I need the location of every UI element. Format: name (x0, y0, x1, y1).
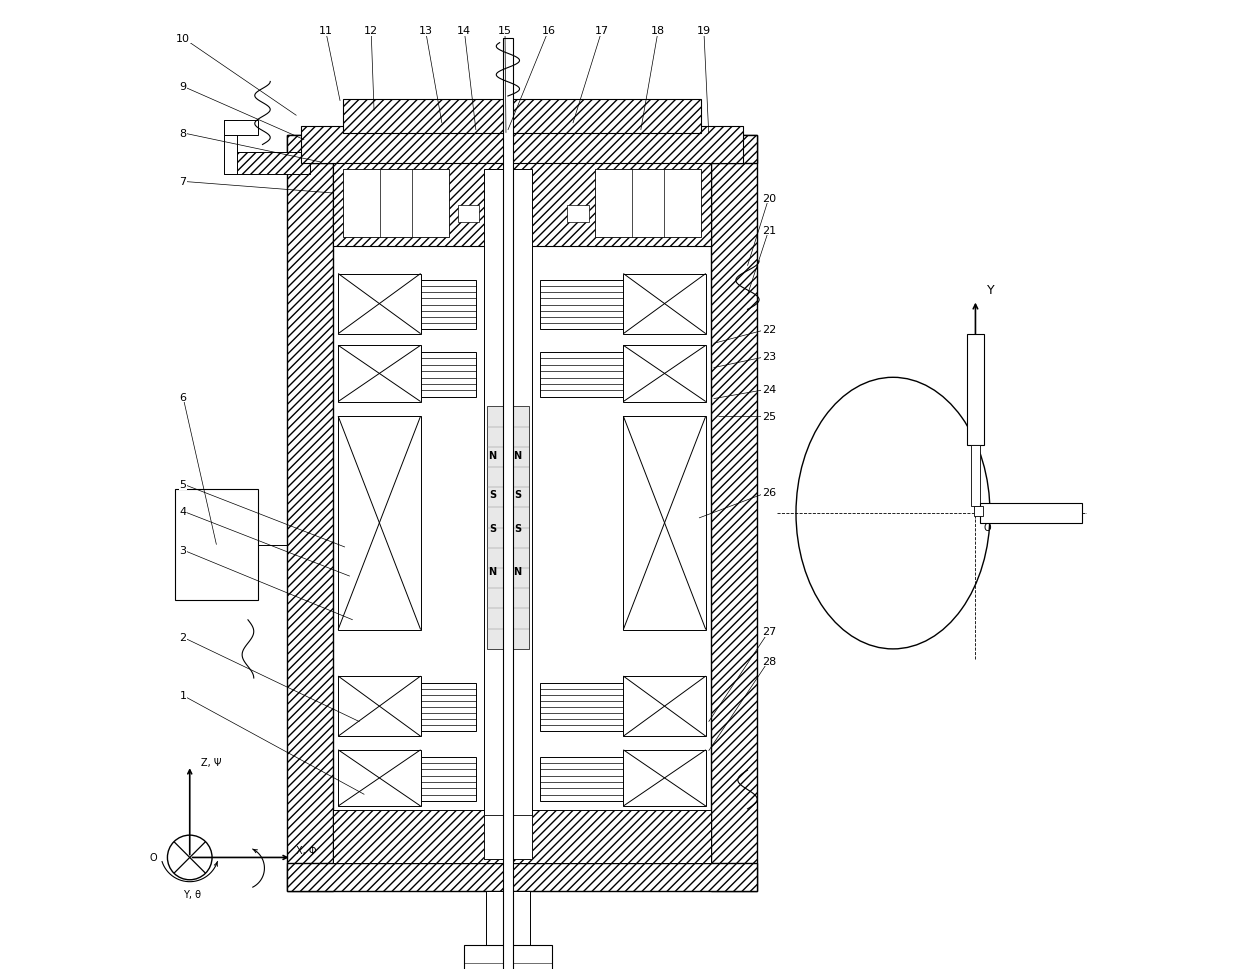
Bar (595, 170, 701, 237)
Bar (223, 121, 258, 136)
Bar (624, 750, 706, 806)
Text: 6: 6 (180, 392, 186, 402)
Text: O: O (983, 522, 991, 532)
Text: Y: Y (987, 284, 994, 297)
Text: 8: 8 (180, 129, 186, 139)
Bar (339, 274, 420, 334)
Text: 3: 3 (180, 546, 186, 555)
Bar (339, 417, 420, 630)
Text: 9: 9 (180, 82, 186, 92)
Text: 13: 13 (418, 26, 433, 36)
Bar (339, 346, 420, 402)
Bar (624, 417, 706, 630)
Bar (971, 446, 981, 507)
Bar (286, 136, 334, 891)
Bar (486, 891, 531, 945)
Text: 27: 27 (761, 627, 776, 637)
Bar (339, 676, 420, 736)
Text: S: S (515, 489, 521, 499)
Bar (301, 127, 743, 164)
Bar (539, 353, 624, 397)
Text: 22: 22 (761, 325, 776, 334)
Bar (484, 170, 532, 859)
Bar (503, 39, 513, 969)
Bar (967, 334, 985, 446)
Text: N: N (513, 451, 522, 460)
Text: X, Φ: X, Φ (296, 845, 317, 855)
Text: Y, θ: Y, θ (182, 890, 201, 899)
Text: S: S (515, 523, 521, 533)
Text: S: S (489, 489, 496, 499)
Text: 12: 12 (365, 26, 378, 36)
Bar (420, 281, 476, 329)
Bar (711, 136, 758, 891)
Text: 14: 14 (458, 26, 471, 36)
Bar (484, 815, 532, 859)
Bar (567, 205, 589, 223)
Bar (539, 281, 624, 329)
Text: 7: 7 (180, 177, 186, 187)
Text: 23: 23 (761, 352, 776, 361)
Bar (175, 489, 258, 601)
Text: S: S (489, 523, 496, 533)
Bar (339, 750, 420, 806)
Bar (624, 346, 706, 402)
Bar (334, 160, 711, 247)
Bar (334, 810, 711, 863)
Bar (420, 353, 476, 397)
Bar (464, 945, 552, 969)
Text: 20: 20 (761, 194, 776, 203)
Text: 24: 24 (761, 385, 776, 394)
Text: 5: 5 (180, 480, 186, 489)
Text: N: N (513, 567, 522, 577)
Bar (343, 170, 449, 237)
Bar (420, 757, 476, 801)
Bar (539, 757, 624, 801)
Bar (458, 205, 479, 223)
Text: N: N (489, 451, 496, 460)
Bar (973, 507, 983, 516)
Bar (223, 153, 310, 174)
Text: 28: 28 (761, 656, 776, 666)
Text: 15: 15 (498, 26, 512, 36)
Bar (624, 676, 706, 736)
Text: 17: 17 (595, 26, 609, 36)
Text: 21: 21 (761, 226, 776, 235)
Text: 1: 1 (180, 691, 186, 701)
Text: Z, Ψ: Z, Ψ (201, 758, 222, 767)
Text: 18: 18 (651, 26, 666, 36)
Bar (420, 683, 476, 732)
Bar (981, 504, 1083, 523)
Text: 16: 16 (542, 26, 556, 36)
Bar (539, 683, 624, 732)
Text: O: O (149, 853, 156, 862)
Bar (342, 100, 702, 134)
Text: 11: 11 (319, 26, 332, 36)
Text: 4: 4 (180, 507, 186, 516)
Text: N: N (489, 567, 496, 577)
Text: 10: 10 (176, 34, 190, 44)
Text: 2: 2 (180, 633, 186, 642)
Bar (486, 407, 529, 649)
Text: 26: 26 (761, 487, 776, 497)
Bar (624, 274, 706, 334)
Text: 25: 25 (761, 412, 776, 422)
Bar (286, 136, 758, 164)
Bar (286, 863, 758, 891)
Bar (334, 164, 711, 863)
Bar (223, 121, 237, 174)
Text: 19: 19 (697, 26, 711, 36)
